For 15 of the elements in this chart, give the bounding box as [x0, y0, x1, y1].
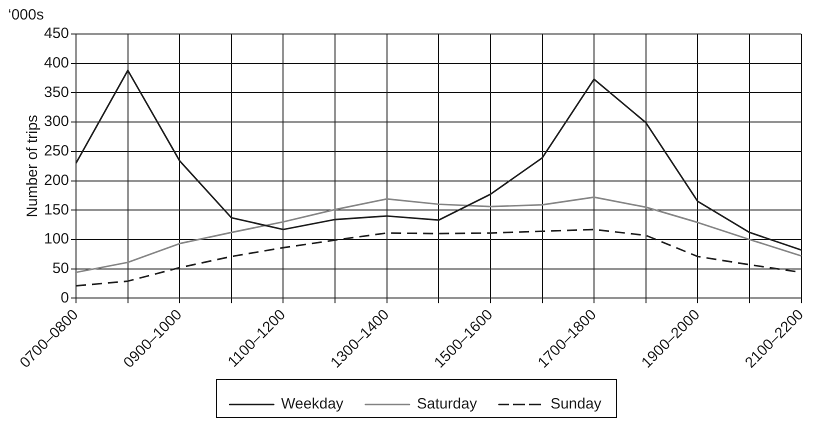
y-tick-label: 350	[44, 84, 70, 101]
y-tick-label: 0	[60, 289, 70, 306]
y-tick-label: 200	[44, 172, 70, 189]
y-axis-title: Number of trips	[24, 114, 42, 218]
y-tick-label: 450	[44, 25, 70, 42]
legend-label: Sunday	[550, 396, 602, 413]
legend-label: Saturday	[416, 396, 478, 413]
y-tick-label: 50	[52, 260, 70, 277]
text: ‘000s	[8, 6, 44, 24]
y-tick-label: 250	[44, 142, 70, 160]
y-tick-label: 150	[44, 201, 70, 218]
y-tick-label: 300	[44, 113, 70, 130]
legend-label: Weekday	[281, 396, 344, 413]
y-tick-label: 400	[44, 54, 70, 72]
y-tick-label: 100	[44, 230, 70, 248]
